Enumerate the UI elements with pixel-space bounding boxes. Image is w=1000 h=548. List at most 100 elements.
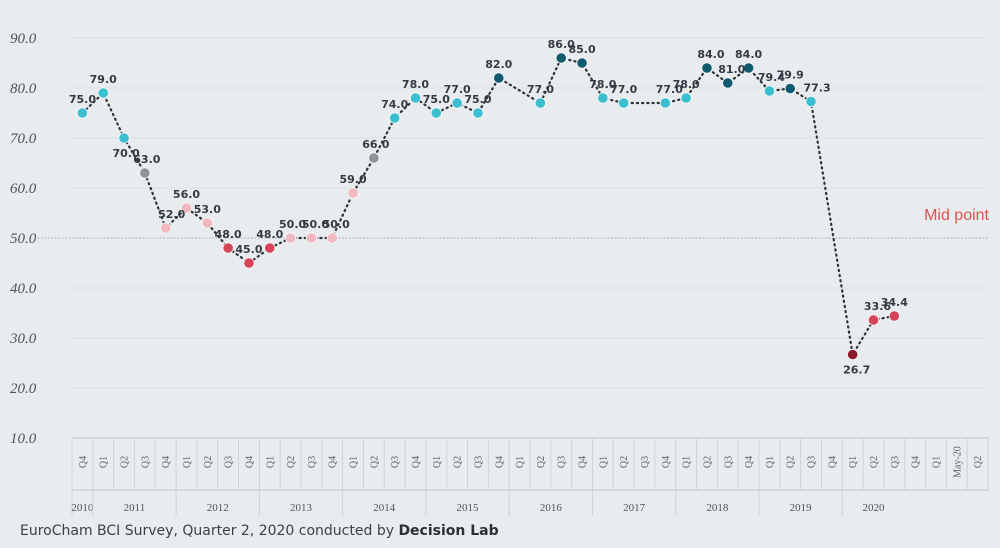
y-tick-label: 50.0	[10, 231, 37, 247]
year-tick-label: 2019	[790, 502, 813, 514]
y-tick-label: 90.0	[10, 31, 37, 47]
y-axis-ticks: 10.0 20.0 30.0 40.0 50.0 60.0 70.0 80.0 90.0	[9, 31, 37, 447]
quarter-tick-label: Q3	[473, 456, 484, 468]
y-tick-label: 10.0	[10, 431, 37, 447]
year-tick-label: 2013	[290, 502, 313, 514]
y-tick-label: 80.0	[10, 81, 37, 97]
data-label: 77.0	[444, 83, 471, 96]
data-label: 78.0	[673, 78, 700, 91]
year-tick-label: 2011	[124, 502, 146, 514]
quarter-tick-label: Q1	[682, 456, 693, 468]
midpoint-line-group: Mid point	[34, 207, 990, 239]
data-point	[347, 187, 359, 199]
data-point	[97, 87, 109, 99]
data-label: 26.7	[843, 364, 870, 377]
quarter-tick-label: Q3	[390, 456, 401, 468]
quarter-tick-label: Q2	[120, 456, 131, 468]
y-tick-label: 40.0	[10, 281, 37, 297]
data-point	[409, 92, 422, 104]
data-point	[680, 92, 692, 104]
data-point	[597, 92, 609, 104]
data-label: 77.0	[656, 83, 683, 96]
data-label: 48.0	[256, 228, 283, 241]
data-point	[784, 82, 796, 95]
quarter-tick-label: Q4	[78, 456, 89, 468]
data-label: 85.0	[568, 43, 595, 56]
quarter-tick-label: Q1	[598, 456, 609, 468]
source-caption: EuroCham BCI Survey, Quarter 2, 2020 con…	[20, 523, 499, 539]
quarter-tick-label: Q4	[494, 456, 505, 468]
data-point	[430, 107, 442, 119]
year-tick-label: 2010	[71, 502, 94, 514]
quarter-tick-label: Q3	[640, 456, 651, 468]
quarter-tick-label: Q2	[369, 456, 380, 468]
data-point	[389, 112, 401, 124]
year-tick-label: 2015	[457, 502, 480, 514]
data-label: 48.0	[215, 228, 242, 241]
data-point	[576, 57, 588, 69]
quarter-tick-label: Q1	[265, 456, 276, 468]
data-point	[160, 222, 172, 234]
quarter-tick-label: Q1	[931, 456, 942, 468]
quarter-tick-label: Q2	[619, 456, 630, 468]
data-label: 77.0	[610, 83, 637, 96]
data-point	[888, 310, 900, 322]
data-labels: 75.0 79.0 70.063.0 52.0 56.0 53.0 48.0 45.0 48.0…	[69, 38, 908, 377]
data-label: 79.0	[90, 73, 117, 86]
quarter-tick-label: Q1	[349, 456, 360, 468]
data-point	[76, 107, 89, 119]
data-label: 77.0	[527, 83, 554, 96]
data-label: 75.0	[464, 93, 491, 106]
data-point	[243, 257, 255, 269]
quarter-tick-label: Q3	[890, 456, 901, 468]
data-point	[659, 97, 671, 109]
data-label: 45.0	[235, 243, 262, 256]
data-label: 79.4	[758, 71, 785, 84]
data-point	[805, 95, 817, 108]
data-label: 75.0	[69, 93, 96, 106]
quarter-tick-label: Q1	[848, 456, 859, 468]
data-point	[180, 202, 193, 214]
data-label: 84.0	[697, 48, 724, 61]
data-point	[368, 152, 380, 164]
quarter-tick-label: Q1	[515, 456, 526, 468]
data-label: 81.0	[718, 63, 745, 76]
data-label: 75.0	[423, 93, 450, 106]
data-label: 79.9	[777, 69, 804, 82]
quarter-tick-label: Q2	[702, 456, 713, 468]
quarter-tick-label: Q1	[99, 456, 110, 468]
data-point	[264, 242, 276, 254]
data-point	[867, 314, 880, 326]
year-tick-label: 2020	[863, 502, 886, 514]
quarter-tick-label: Q4	[328, 456, 339, 468]
caption-text: EuroCham BCI Survey, Quarter 2, 2020 con…	[20, 523, 399, 539]
data-label: 52.0	[158, 208, 185, 221]
data-label: 78.0	[589, 78, 616, 91]
data-label: 53.0	[194, 203, 221, 216]
y-tick-label: 20.0	[10, 381, 37, 397]
quarter-tick-label: Q2	[286, 456, 297, 468]
data-label: 59.0	[339, 173, 366, 186]
y-tick-label: 70.0	[10, 131, 37, 147]
quarter-tick-label: Q3	[557, 456, 568, 468]
data-point	[847, 348, 859, 361]
data-point	[722, 77, 734, 89]
caption-brand: Decision Lab	[398, 523, 499, 539]
data-label: 33.6	[864, 300, 891, 313]
quarter-tick-label: Q3	[224, 456, 235, 468]
data-point	[742, 62, 755, 74]
quarter-tick-label: Q2	[536, 456, 547, 468]
data-point	[763, 85, 776, 97]
data-point	[201, 217, 213, 229]
data-label: 50.0	[279, 218, 306, 231]
data-point	[118, 132, 130, 144]
quarter-tick-label: Q4	[744, 456, 755, 468]
y-tick-label: 30.0	[9, 331, 37, 347]
series-points	[76, 52, 900, 361]
year-tick-label: 2016	[540, 502, 563, 514]
data-point	[618, 97, 630, 109]
quarter-tick-label: Q1	[182, 456, 193, 468]
data-label: 50.0	[302, 218, 329, 231]
year-tick-label: 2018	[706, 502, 729, 514]
quarter-tick-label: Q3	[140, 456, 151, 468]
